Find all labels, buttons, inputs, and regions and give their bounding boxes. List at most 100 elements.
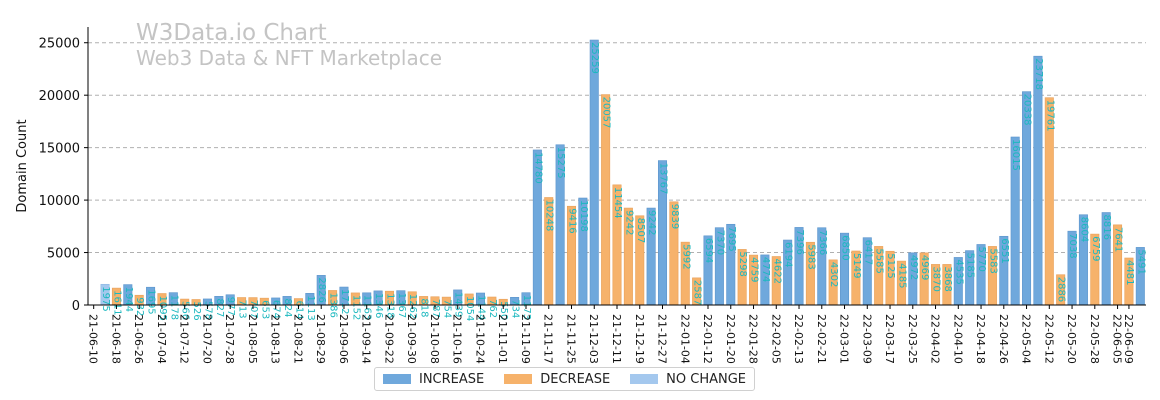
x-tick-label: 21-06-10: [87, 314, 100, 364]
data-label: 5298: [737, 251, 748, 276]
x-tick-label: 21-11-17: [542, 314, 555, 364]
data-label: 6551: [999, 238, 1010, 263]
data-label: 9242: [623, 210, 634, 235]
data-label: 5583: [987, 248, 998, 273]
x-tick-label: 22-04-02: [929, 314, 942, 364]
legend-item-increase[interactable]: INCREASE: [383, 372, 484, 387]
x-tick-label: 22-06-09: [1122, 314, 1135, 364]
data-label: 762: [487, 299, 498, 318]
data-label: 4185: [896, 263, 907, 288]
y-tick-label: 20000: [39, 89, 80, 104]
x-tick-label: 21-12-11: [610, 314, 623, 364]
legend-swatch-decrease: [504, 374, 533, 384]
data-label: 824: [282, 298, 293, 317]
watermark-title: W3Data.io Chart: [136, 20, 327, 46]
x-tick-label: 21-10-24: [473, 314, 486, 364]
data-label: 9839: [669, 204, 680, 229]
data-label: 5125: [885, 253, 896, 278]
legend-swatch-increase: [383, 374, 411, 384]
data-label: 19761: [1044, 100, 1055, 132]
data-label: 9416: [566, 208, 577, 233]
x-tick-label: 22-05-28: [1088, 314, 1101, 364]
data-label: 2826: [316, 277, 327, 302]
data-label: 16015: [1010, 139, 1021, 171]
x-tick-label: 22-03-09: [860, 314, 873, 364]
data-label: 6417: [862, 240, 873, 265]
data-label: 713: [237, 300, 248, 319]
data-label: 1054: [464, 296, 475, 321]
x-tick-label: 22-06-05: [1111, 314, 1124, 364]
data-label: 3868: [942, 266, 953, 291]
data-label: 13767: [658, 163, 669, 195]
legend-item-decrease[interactable]: DECREASE: [504, 372, 610, 387]
x-tick-label: 22-01-28: [747, 314, 760, 364]
y-tick-label: 25000: [39, 37, 80, 52]
data-label: 8816: [1101, 215, 1112, 240]
x-tick-label: 22-05-12: [1042, 314, 1055, 364]
x-tick-label: 21-09-22: [382, 314, 395, 364]
x-tick-label: 22-01-20: [724, 314, 737, 364]
x-tick-label: 22-04-10: [951, 314, 964, 364]
data-label: 8604: [1078, 217, 1089, 242]
x-tick-label: 21-06-18: [109, 314, 122, 364]
x-tick-label: 22-03-17: [883, 314, 896, 364]
data-label: 1346: [373, 293, 384, 318]
data-label: 7038: [1067, 233, 1078, 258]
x-tick-label: 21-11-01: [496, 314, 509, 364]
x-tick-label: 22-05-20: [1065, 314, 1078, 364]
x-tick-label: 21-12-19: [633, 314, 646, 364]
data-label: 550: [498, 301, 509, 320]
data-label: 614: [293, 301, 304, 320]
x-tick-label: 21-12-03: [587, 314, 600, 364]
data-label: 754: [441, 299, 452, 318]
data-label: 3870: [931, 266, 942, 291]
legend-swatch-nochange: [630, 374, 659, 384]
bar: [1033, 55, 1043, 306]
x-tick-label: 21-08-21: [291, 314, 304, 364]
data-label: 11454: [612, 187, 623, 219]
data-label: 526: [191, 301, 202, 320]
data-label: 2886: [1056, 277, 1067, 302]
data-label: 1695: [146, 289, 157, 314]
data-label: 5992: [680, 244, 691, 269]
data-label: 1113: [305, 295, 316, 320]
x-tick-label: 22-04-26: [997, 314, 1010, 364]
y-tick-label: 10000: [39, 194, 80, 209]
watermark-subtitle: Web3 Data & NFT Marketplace: [136, 46, 442, 70]
data-label: 827: [214, 298, 225, 317]
data-label: 20057: [601, 97, 612, 129]
data-label: 4622: [771, 259, 782, 284]
data-label: 6594: [703, 238, 714, 263]
data-label: 1975: [100, 286, 111, 311]
x-tick-label: 21-07-28: [223, 314, 236, 364]
x-tick-label: 21-07-20: [200, 314, 213, 364]
legend: INCREASE DECREASE NO CHANGE: [374, 367, 756, 391]
legend-item-nochange[interactable]: NO CHANGE: [630, 372, 746, 387]
data-label: 15275: [555, 147, 566, 179]
legend-label-increase: INCREASE: [419, 371, 485, 387]
x-tick-label: 21-08-05: [246, 314, 259, 364]
data-label: 566: [180, 301, 191, 320]
data-label: 4969: [919, 255, 930, 280]
y-tick-label: 5000: [47, 247, 80, 262]
x-tick-label: 21-12-27: [656, 314, 669, 364]
x-tick-label: 22-03-25: [906, 314, 919, 364]
x-tick-label: 21-09-06: [337, 314, 350, 364]
data-label: 4535: [953, 259, 964, 284]
data-label: 4302: [828, 262, 839, 287]
x-tick-label: 22-01-04: [678, 314, 691, 364]
x-tick-label: 21-08-13: [269, 314, 282, 364]
data-label: 7396: [794, 229, 805, 254]
x-tick-label: 21-10-08: [428, 314, 441, 364]
legend-label-nochange: NO CHANGE: [666, 371, 747, 387]
data-label: 1611: [111, 290, 122, 315]
data-label: 5185: [965, 253, 976, 278]
x-tick-label: 22-02-05: [769, 314, 782, 364]
x-tick-label: 22-05-04: [1020, 314, 1033, 364]
y-tick-label: 0: [72, 299, 80, 314]
x-tick-label: 22-02-21: [815, 314, 828, 364]
x-tick-label: 21-09-14: [360, 314, 373, 364]
data-label: 1944: [123, 287, 134, 312]
x-tick-label: 21-07-04: [155, 314, 168, 364]
